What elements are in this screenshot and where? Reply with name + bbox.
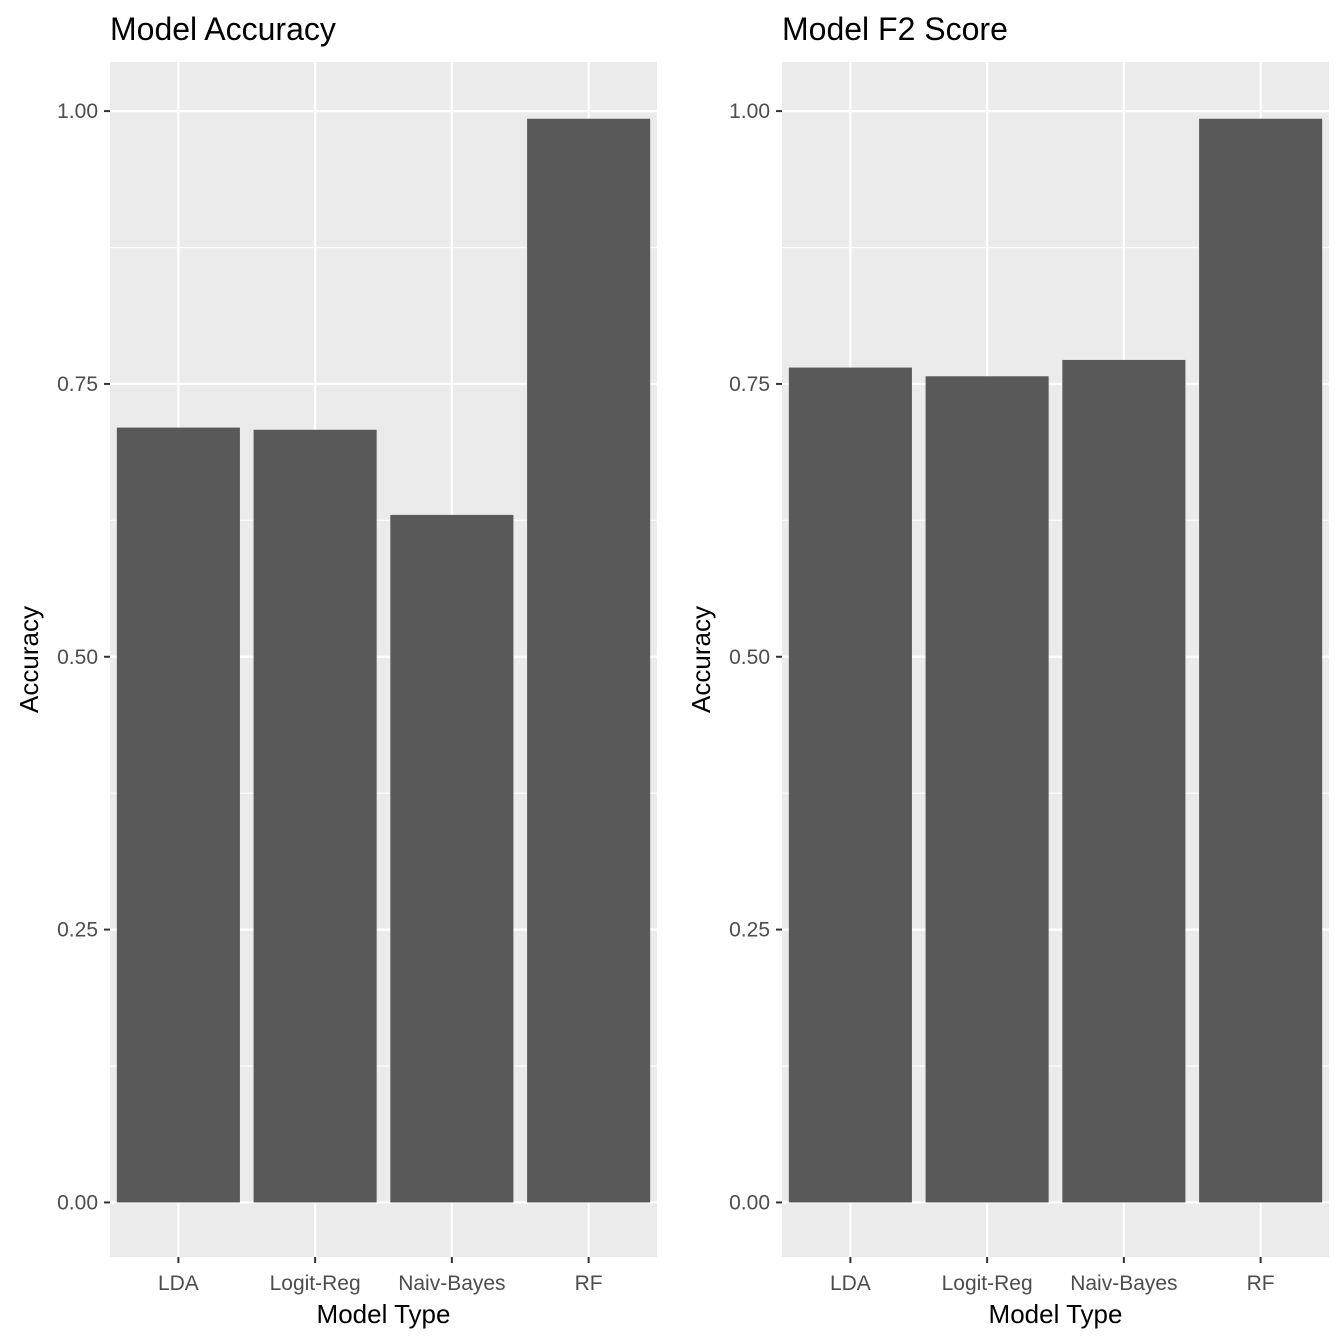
y-tick-label: 0.50 bbox=[729, 646, 770, 669]
x-axis-label: Model Type bbox=[317, 1299, 451, 1329]
y-tick-label: 0.00 bbox=[729, 1191, 770, 1214]
x-tick-label: Logit-Reg bbox=[942, 1272, 1033, 1295]
y-axis-label: Accuracy bbox=[686, 606, 716, 713]
y-tick-label: 0.75 bbox=[729, 373, 770, 396]
x-tick-label: Naiv-Bayes bbox=[398, 1272, 505, 1295]
chart-panel-f2-score: 0.00 0.25 0.50 0.75 1.00 LDA Logit-Reg Naiv-Bay… bbox=[686, 11, 1329, 1329]
y-tick-label: 0.25 bbox=[729, 919, 770, 942]
y-tick-label: 0.50 bbox=[57, 646, 98, 669]
chart-title: Model F2 Score bbox=[782, 11, 1008, 47]
bar-lda bbox=[788, 367, 912, 1203]
y-tick-label: 0.00 bbox=[57, 1191, 98, 1214]
y-tick-label: 1.00 bbox=[57, 100, 98, 123]
x-tick-label: Naiv-Bayes bbox=[1070, 1272, 1177, 1295]
x-tick-label: LDA bbox=[830, 1272, 871, 1295]
x-tick-label: RF bbox=[575, 1272, 603, 1295]
y-tick-label: 0.75 bbox=[57, 373, 98, 396]
bar-logit-reg bbox=[925, 376, 1049, 1203]
bar-naiv-bayes bbox=[390, 514, 514, 1203]
bar-naiv-bayes bbox=[1062, 359, 1186, 1203]
y-tick-label: 1.00 bbox=[729, 100, 770, 123]
chart-title: Model Accuracy bbox=[110, 11, 336, 47]
x-tick-label: RF bbox=[1247, 1272, 1275, 1295]
bar-logit-reg bbox=[253, 429, 377, 1203]
bar-lda bbox=[116, 427, 240, 1203]
x-tick-label: Logit-Reg bbox=[270, 1272, 361, 1295]
bar-rf bbox=[527, 118, 651, 1203]
x-axis-label: Model Type bbox=[989, 1299, 1123, 1329]
y-tick-label: 0.25 bbox=[57, 919, 98, 942]
y-axis-label: Accuracy bbox=[14, 606, 44, 713]
bar-rf bbox=[1199, 118, 1323, 1203]
x-tick-label: LDA bbox=[158, 1272, 199, 1295]
chart-panel-accuracy: 0.00 0.25 0.50 0.75 1.00 LDA Logit-Reg Naiv-Bay… bbox=[14, 11, 657, 1329]
